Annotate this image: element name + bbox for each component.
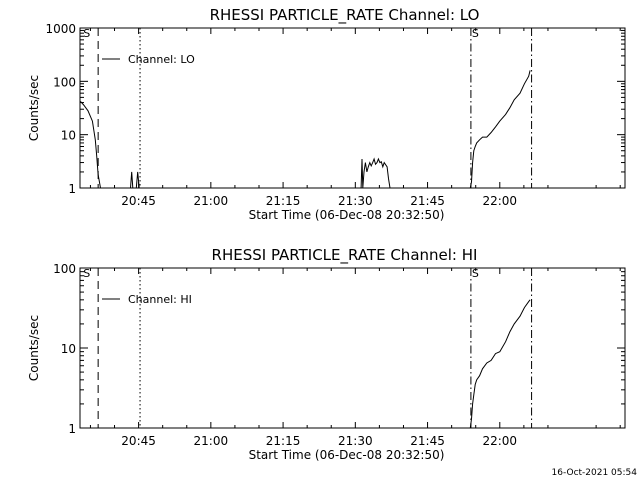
panel1-series-line-segment xyxy=(80,101,101,188)
panel2-x-tick-label: 21:15 xyxy=(266,434,301,448)
panel1-x-tick-label: 21:00 xyxy=(194,194,229,208)
panel1-legend-label: Channel: LO xyxy=(128,53,195,66)
panel1-x-tick-label: 22:00 xyxy=(482,194,517,208)
panel2-x-tick-label: 20:45 xyxy=(121,434,156,448)
panel2-series-line-segment xyxy=(469,299,531,428)
panel1-group: RHESSI PARTICLE_RATE Channel: LO 20:45 21:… xyxy=(27,6,626,222)
panel1-x-axis-label: Start Time (06-Dec-08 20:32:50) xyxy=(249,208,445,222)
panel1-x-tick-label: 20:45 xyxy=(121,194,156,208)
panel2-y-tick-label: 10 xyxy=(61,342,76,356)
panel1-x-tick-label: 21:15 xyxy=(266,194,301,208)
panel2-plot-frame xyxy=(79,267,626,429)
panel1-y-tick-label: 1000 xyxy=(45,22,76,36)
panel1-title: RHESSI PARTICLE_RATE Channel: LO xyxy=(210,6,480,25)
panel1-y-tick-label: 100 xyxy=(53,75,76,89)
panel1-series-line-segment xyxy=(469,70,531,188)
panel1-marker-label: S xyxy=(472,27,479,40)
panel1-series-line-segment xyxy=(130,171,134,188)
panel1-y-axis-label: Counts/sec xyxy=(27,75,41,141)
panel2-x-tick-label: 21:45 xyxy=(410,434,445,448)
panel2-x-tick-label: 21:30 xyxy=(338,434,373,448)
panel1-series-line-segment xyxy=(360,157,391,188)
panel2-marker-label: S xyxy=(472,267,479,280)
panel1-marker-label: S xyxy=(83,27,90,40)
panel1-plot-frame xyxy=(79,27,626,189)
panel2-y-axis-label: Counts/sec xyxy=(27,315,41,381)
panel1-series-line-segment xyxy=(135,171,140,188)
panel2-title: RHESSI PARTICLE_RATE Channel: HI xyxy=(212,246,478,265)
panel1-x-tick-label: 21:30 xyxy=(338,194,373,208)
panel1-y-tick-label: 10 xyxy=(61,129,76,143)
plot-timestamp: 16-Oct-2021 05:54 xyxy=(551,468,637,478)
panel2-x-tick-label: 22:00 xyxy=(482,434,517,448)
panel2-marker-label: S xyxy=(83,267,90,280)
panel2-group: RHESSI PARTICLE_RATE Channel: HI 20:45 21:… xyxy=(27,246,626,462)
panel1-y-tick-label: 1 xyxy=(68,182,76,196)
panel2-x-tick-label: 21:00 xyxy=(194,434,229,448)
panel1-x-tick-label: 21:45 xyxy=(410,194,445,208)
panel2-legend-label: Channel: HI xyxy=(128,293,192,306)
panel2-y-tick-label: 1 xyxy=(68,422,76,436)
panel2-y-tick-label: 100 xyxy=(53,262,76,276)
panel2-x-axis-label: Start Time (06-Dec-08 20:32:50) xyxy=(249,448,445,462)
